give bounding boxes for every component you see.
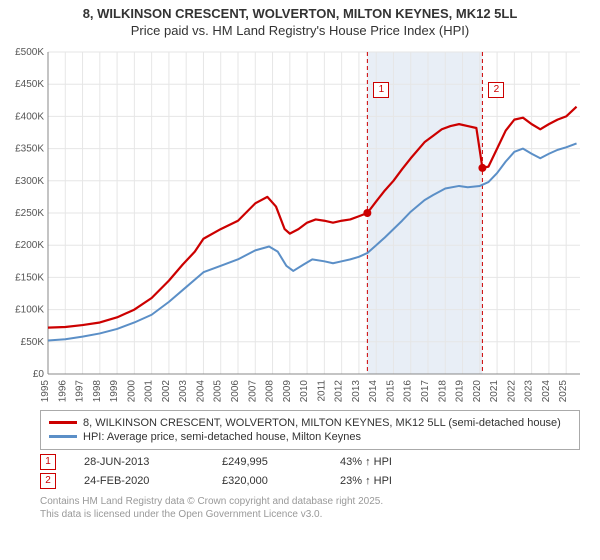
svg-text:2018: 2018 [437,379,448,402]
legend: 8, WILKINSON CRESCENT, WOLVERTON, MILTON… [40,410,580,450]
svg-text:2000: 2000 [126,379,137,402]
line-chart: £0 £50K £100K £150K £200K £250K £300K £350K £400… [4,44,584,404]
svg-text:1998: 1998 [92,379,103,402]
svg-text:2014: 2014 [368,379,379,402]
svg-text:2011: 2011 [316,379,327,401]
svg-text:2022: 2022 [506,379,517,402]
svg-text:£500K: £500K [15,47,44,58]
svg-text:£400K: £400K [15,111,44,122]
sale-row: 1 28-JUN-2013 £249,995 43% ↑ HPI [40,454,580,470]
svg-text:2006: 2006 [230,379,241,402]
attribution: Contains HM Land Registry data © Crown c… [40,495,580,521]
svg-text:2004: 2004 [195,379,206,402]
svg-text:2009: 2009 [282,379,293,402]
sale-date: 28-JUN-2013 [84,456,194,468]
svg-text:2015: 2015 [385,379,396,402]
svg-text:1997: 1997 [75,379,86,402]
legend-swatch [49,421,77,424]
attribution-line1: Contains HM Land Registry data © Crown c… [40,495,580,508]
svg-text:2019: 2019 [455,379,466,402]
sale-price: £249,995 [222,456,312,468]
sale-price: £320,000 [222,475,312,487]
svg-text:2023: 2023 [524,379,535,402]
legend-row: 8, WILKINSON CRESCENT, WOLVERTON, MILTON… [49,417,571,429]
legend-row: HPI: Average price, semi-detached house,… [49,431,571,443]
svg-text:£200K: £200K [15,240,44,251]
sale-marker-badge: 2 [488,82,504,98]
svg-text:1995: 1995 [40,379,51,402]
svg-text:2016: 2016 [403,379,414,402]
legend-label: HPI: Average price, semi-detached house,… [83,431,361,443]
svg-text:2021: 2021 [489,379,500,402]
svg-text:2003: 2003 [178,379,189,402]
svg-text:2007: 2007 [247,379,258,402]
svg-text:2013: 2013 [351,379,362,402]
sale-badge: 1 [40,454,56,470]
svg-text:£50K: £50K [21,337,45,348]
svg-text:2010: 2010 [299,379,310,402]
chart-area: £0 £50K £100K £150K £200K £250K £300K £350K £400… [4,44,584,404]
svg-text:£0: £0 [33,369,45,380]
svg-text:1999: 1999 [109,379,120,402]
svg-text:2001: 2001 [144,379,155,402]
sale-date: 24-FEB-2020 [84,475,194,487]
svg-text:2002: 2002 [161,379,172,402]
svg-text:£250K: £250K [15,208,44,219]
svg-text:£350K: £350K [15,143,44,154]
sales-table: 1 28-JUN-2013 £249,995 43% ↑ HPI 2 24-FEB-202… [40,454,580,489]
svg-text:2017: 2017 [420,379,431,402]
sale-badge: 2 [40,473,56,489]
sale-row: 2 24-FEB-2020 £320,000 23% ↑ HPI [40,473,580,489]
svg-text:£300K: £300K [15,176,44,187]
svg-text:2020: 2020 [472,379,483,402]
sale-delta: 23% ↑ HPI [340,475,392,487]
svg-text:£100K: £100K [15,304,44,315]
svg-text:2005: 2005 [213,379,224,402]
svg-text:2012: 2012 [334,379,345,402]
legend-swatch [49,435,77,438]
chart-title-line2: Price paid vs. HM Land Registry's House … [0,23,600,44]
svg-text:2025: 2025 [558,379,569,402]
sale-delta: 43% ↑ HPI [340,456,392,468]
svg-text:2024: 2024 [541,379,552,402]
chart-title-line1: 8, WILKINSON CRESCENT, WOLVERTON, MILTON… [0,0,600,23]
legend-label: 8, WILKINSON CRESCENT, WOLVERTON, MILTON… [83,417,561,429]
sale-marker-badge: 1 [373,82,389,98]
svg-text:1996: 1996 [57,379,68,402]
attribution-line2: This data is licensed under the Open Gov… [40,508,580,521]
svg-text:2008: 2008 [265,379,276,402]
svg-text:£450K: £450K [15,79,44,90]
svg-text:£150K: £150K [15,272,44,283]
